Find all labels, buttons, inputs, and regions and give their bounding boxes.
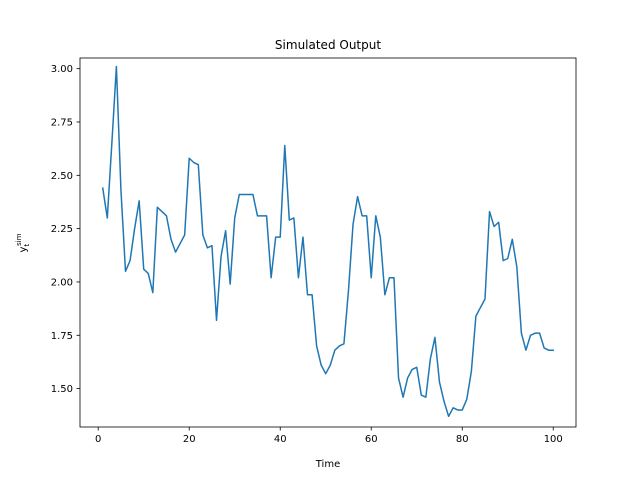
y-axis-ticks: 1.50 1.75 2.00 2.25 2.50 2.75 3.00 [51,64,80,395]
y-axis-label-superscript: sim [15,233,23,246]
y-axis-label-base: y [18,247,29,253]
x-tick-label: 20 [183,434,196,445]
chart-title: Simulated Output [275,38,381,52]
y-axis-label: ytsim [15,233,31,252]
plot-area-frame [79,57,577,428]
y-axis-label-subscript: t [23,244,31,247]
y-tick-label: 3.00 [51,64,73,75]
x-axis-label: Time [315,459,340,470]
y-tick-label: 2.00 [51,277,73,288]
x-axis-ticks: 0 20 40 60 80 100 [95,427,563,445]
x-tick-label: 60 [365,434,378,445]
y-tick-label: 2.25 [51,224,73,235]
x-tick-label: 100 [544,434,563,445]
y-tick-label: 1.75 [51,331,73,342]
y-tick-label: 1.50 [51,384,73,395]
x-tick-label: 80 [456,434,469,445]
series-line [101,65,554,418]
y-tick-label: 2.50 [51,171,73,182]
series-layer [101,65,554,418]
x-tick-label: 0 [95,434,101,445]
y-tick-label: 2.75 [51,117,73,128]
x-tick-label: 40 [274,434,287,445]
